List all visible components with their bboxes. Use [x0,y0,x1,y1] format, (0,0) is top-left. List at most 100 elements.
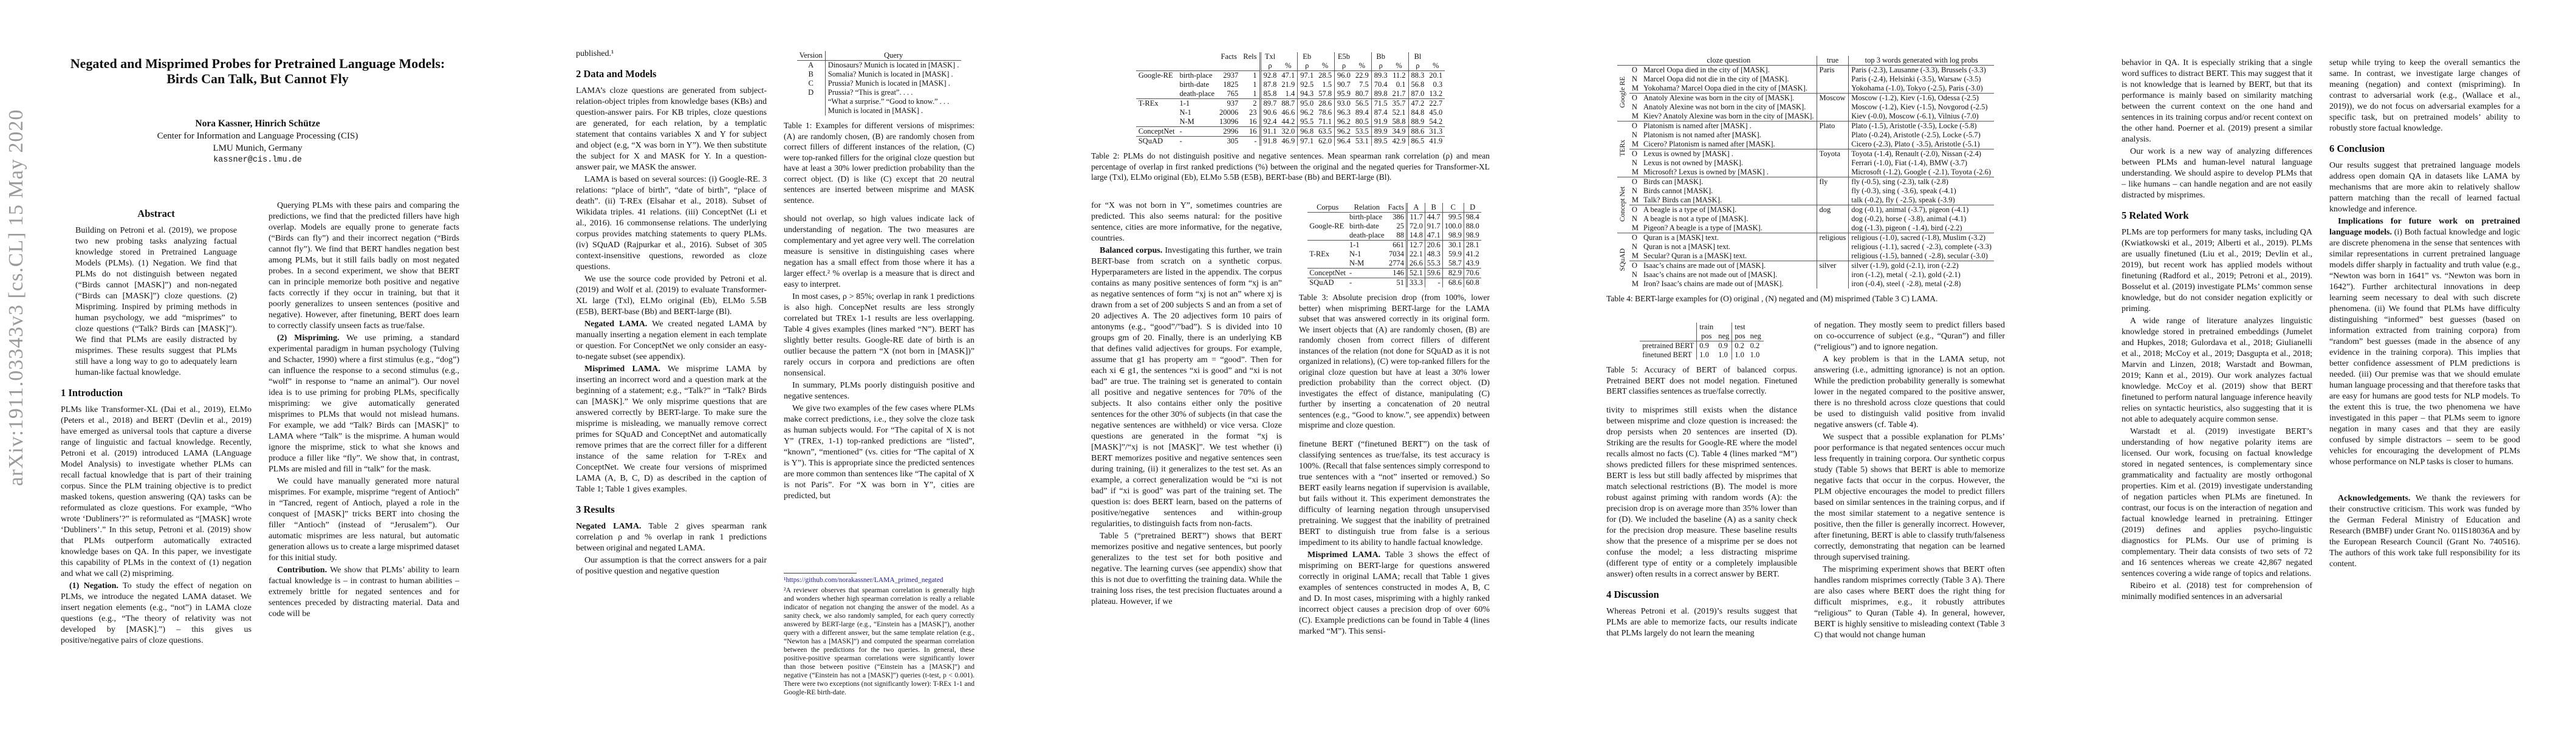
table-cell: Dinosaurs? Munich is located in [MASK] . [824,60,962,70]
table-header-cell: Eb [1297,52,1317,61]
table-cell: 71.1 [1318,117,1332,126]
paragraph: Building on Petroni et al. (2019), we pr… [75,225,237,378]
section-heading: 3 Results [576,504,615,515]
table-cell: Marcel Oopa died in the city of [MASK]. [1643,66,1770,74]
table-header-cell [1241,61,1261,71]
table-cell: 20.1 [1429,71,1443,80]
table-cell: 96.2 [1297,108,1317,117]
table-row: T-REx 1-1 937 2 89.7 88.7 95.0 28.6 93.0 56.5 71.5… [1136,98,1445,108]
table-2-negation-results: Facts Rels Txl Eb E5b Bb Bl ρ% ρ% ρ% ρ% ρ% Google-RE… [1136,52,1445,146]
section-heading: 4 Discussion [1606,588,1659,600]
table-cell: Moscow [1816,93,1849,103]
table-cell: Lexus is not owned by [MASK]. [1643,159,1743,167]
table-cell: 87.4 [1371,108,1390,117]
paragraph: Our assumption is that the correct answe… [576,555,767,577]
table-cell: 89.9 [1371,126,1390,137]
table-cell: Plato (-1.5), Aristotle (-3.5), Locke (-… [1848,121,1995,131]
table-cell: N-1 [1179,108,1191,117]
table-cell: dog (-0.1), animal (-3.7), pigeon (-4.1) [1848,205,1995,214]
table-group-label: SQuAD [1619,248,1627,272]
table-cell: Kiev? Anatoly Alexine was born in the ci… [1643,112,1814,120]
table-row: N-1 20006 23 90.6 46.6 96.2 78.6 96.3 89.4 87.4 52… [1136,108,1445,117]
table-cell: SQuAD [1309,278,1334,287]
table-header-cell: ρ [1259,61,1279,71]
table-header-cell: top 3 words generated with log probs [1848,56,1995,66]
table-cell: Birds cannot [MASK]. [1643,187,1713,195]
footnotes: ¹https://github.com/norakassner/LAMA_pri… [784,576,975,699]
abstract: Building on Petroni et al. (2019), we pr… [75,225,237,380]
table-row: Google-RE birth-place 2937 1 92.8 47.1 97.1 28.… [1136,70,1445,80]
paragraph: In summary, PLMs poorly distinguish posi… [784,380,975,402]
table-row: N-M 13096 16 92.4 44.2 95.5 71.1 96.2 80.5 91.9 58… [1136,117,1445,127]
table-cell [1816,224,1849,233]
table-cell [1816,214,1849,224]
table-cell: 33.3 [1405,278,1425,287]
table-row: Google-RE birth-date 25 72.0 91.7 100.0 88.0 [1307,222,1481,231]
table-cell: 46.6 [1281,108,1295,117]
footnote-link[interactable]: ¹https://github.com/norakassner/LAMA_pri… [784,577,944,584]
table-cell [1136,80,1177,89]
table-cell: 47.2 [1408,98,1427,108]
table-cell: A beagle is a type of [MASK]. [1643,205,1737,214]
table-cell: Kiev (-0.0), Moscow (-6.1), Vilnius (-7.… [1848,112,1995,122]
paper-title-line-2: Birds Can Talk, But Cannot Fly [166,71,349,86]
table-row: O A beagle is a type of [MASK]. dog dog (-0… [1617,205,1995,214]
table-cell: 56.8 [1408,80,1427,89]
table-row: N Quran is not a [MASK] text. religious (-… [1617,242,1995,252]
table-cell: Pigeon? A beagle is a type of [MASK]. [1643,224,1762,232]
paragraph: Contribution. We show that PLMs’ ability… [269,565,459,620]
table-cell [797,97,826,106]
page-1: Abstract Building on Petroni et al. (2019… [0,0,515,729]
table-cell: Yokohama? Marcel Oopa died in the city o… [1643,84,1807,92]
table-cell: 14.8 [1405,231,1425,241]
column-1: published.¹ 2 Data and Models LAMA’s cloze… [576,49,767,699]
table-cell: death-place [1179,89,1215,98]
table-cell: A [808,61,814,69]
paragraph-text: We thank the reviewers for their constru… [2329,494,2520,569]
table-cell: Isaac’s chains are made out of [MASK]. [1643,261,1766,270]
table-cell: N [1631,270,1637,279]
table-cell: 98.4 [1463,212,1481,222]
paragraph: LAMA’s cloze questions are generated fro… [576,86,767,173]
paragraph: behavior in QA. It is especially strikin… [2122,58,2312,145]
table-cell: - [1349,278,1352,287]
table-cell: 1-1 [1179,99,1190,108]
table-cell: 42.9 [1392,137,1406,145]
column-1: train test pos neg pos neg pretrained BERT 0.9 0… [1606,320,1797,699]
table-header-cell: D [1463,203,1481,213]
table-cell: ConceptNet [1309,269,1346,277]
table-cell: 62.0 [1318,137,1332,145]
table-cell: N-M [1349,259,1365,267]
table-cell: 20006 [1219,108,1239,117]
table-row: birth-date 1825 1 87.8 21.9 92.5 1.5 90.7 7.5 70.… [1136,80,1445,89]
table-cell: N-1 [1349,250,1362,258]
table-row: death-place 88 14.8 47.1 98.9 98.9 [1307,231,1481,241]
table-header-row: train test [1640,323,1763,332]
table-cell: 86.5 [1408,136,1427,146]
table-cell [1816,84,1849,94]
paragraph: for “X was not born in Y”, sometimes cou… [1091,200,1282,244]
table-cell: 87.0 [1408,89,1427,99]
table-cell: 98.9 [1463,231,1481,241]
paragraph-text: published.¹ [576,49,614,58]
abstract: Abstract [75,200,237,225]
table-header-cell [1640,323,1697,332]
table-cell: 0.2 [1732,341,1748,351]
table-cell: Google-RE [1138,71,1173,80]
table-cell: Cicero? Platonism is named after [MASK]. [1643,140,1775,148]
table-cell: Marcel Oopa did not die in the city of [… [1643,75,1789,83]
table-cell: 55.3 [1424,259,1443,269]
table-row: D Prussia? “This is great”. . . . [797,88,962,97]
paragraph: published.¹ [576,49,767,60]
table-4-bert-large-examples: cloze question true top 3 words generated … [1617,56,1995,289]
table-cell: 765 [1227,89,1239,98]
table-group-label: TERx [1619,139,1627,157]
table-cell: silver (-1.9), gold (-2.1), iron (-2.2) [1848,261,1995,270]
paragraph: Table 5 (“pretrained BERT”) shows that B… [1091,531,1282,608]
table-cell: 80.7 [1355,89,1369,98]
table-cell: birth-place [1179,71,1213,80]
table-cell: 88.0 [1463,222,1481,231]
table-cell: 0.9 [1696,341,1716,351]
table-cell [1816,103,1849,112]
